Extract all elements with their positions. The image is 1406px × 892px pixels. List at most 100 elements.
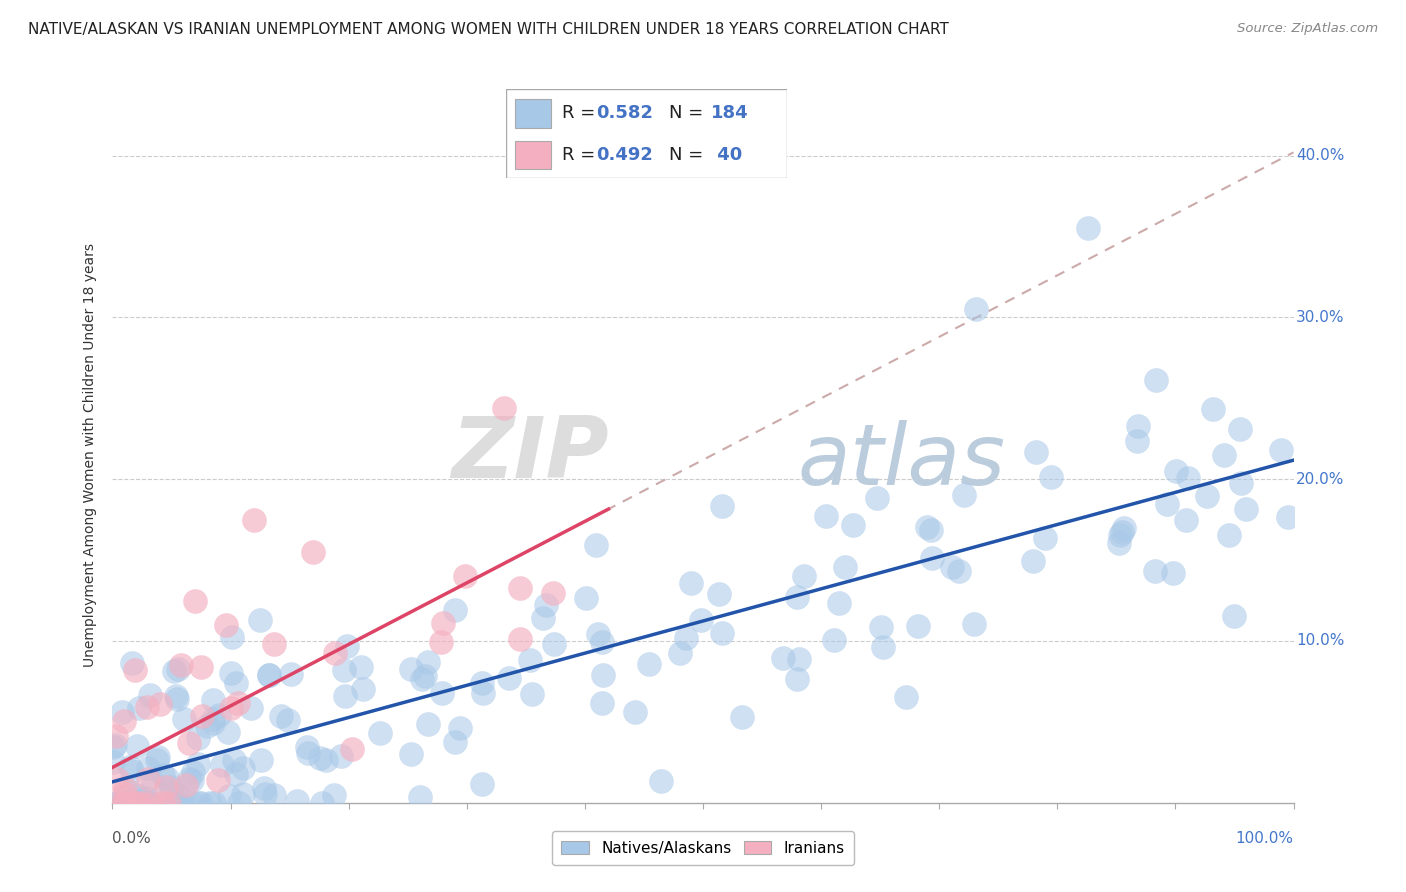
Point bbox=[239, 701, 262, 715]
Point bbox=[948, 565, 970, 579]
Point bbox=[160, 796, 183, 810]
Point bbox=[432, 686, 454, 700]
Text: 184: 184 bbox=[711, 104, 749, 122]
Point bbox=[350, 660, 373, 674]
Point bbox=[921, 550, 943, 565]
Point bbox=[1230, 476, 1253, 491]
Point bbox=[259, 668, 281, 682]
Point bbox=[1144, 373, 1167, 387]
Point bbox=[142, 776, 165, 790]
Point bbox=[872, 640, 894, 654]
Point bbox=[444, 735, 467, 749]
Point bbox=[953, 488, 976, 502]
Point bbox=[250, 753, 273, 767]
Point bbox=[1126, 418, 1149, 433]
Point bbox=[1175, 513, 1198, 527]
Point bbox=[112, 796, 135, 810]
Point bbox=[675, 631, 697, 645]
Text: 0.0%: 0.0% bbox=[112, 830, 152, 846]
Point bbox=[399, 663, 422, 677]
Point bbox=[1177, 471, 1199, 485]
Point bbox=[1156, 497, 1178, 511]
Point bbox=[894, 690, 917, 705]
Point bbox=[104, 738, 127, 752]
Point bbox=[277, 713, 299, 727]
Point bbox=[543, 637, 565, 651]
Text: 100.0%: 100.0% bbox=[1236, 830, 1294, 846]
Point bbox=[117, 796, 139, 810]
Text: 0.492: 0.492 bbox=[596, 146, 652, 164]
Point bbox=[174, 778, 197, 792]
Point bbox=[219, 666, 242, 681]
Y-axis label: Unemployment Among Women with Children Under 18 years: Unemployment Among Women with Children U… bbox=[83, 243, 97, 667]
Text: N =: N = bbox=[669, 104, 709, 122]
Point bbox=[166, 787, 188, 801]
Point bbox=[536, 598, 558, 612]
Point bbox=[112, 714, 135, 728]
Point bbox=[167, 662, 190, 676]
Point bbox=[418, 716, 440, 731]
Point bbox=[232, 787, 254, 801]
Point bbox=[1126, 434, 1149, 449]
Point bbox=[1161, 566, 1184, 581]
Point bbox=[253, 787, 276, 801]
Point bbox=[575, 591, 598, 605]
Point bbox=[285, 794, 308, 808]
Point bbox=[155, 780, 177, 794]
Point bbox=[963, 616, 986, 631]
Text: 10.0%: 10.0% bbox=[1296, 633, 1344, 648]
Point bbox=[222, 753, 245, 767]
Point bbox=[323, 646, 346, 660]
Point bbox=[125, 796, 148, 810]
Point bbox=[399, 747, 422, 762]
Point bbox=[330, 749, 353, 764]
Point bbox=[148, 749, 170, 764]
Point bbox=[650, 774, 672, 789]
Point bbox=[1022, 554, 1045, 568]
Point bbox=[105, 772, 128, 786]
Point bbox=[1143, 564, 1166, 578]
FancyBboxPatch shape bbox=[506, 89, 787, 178]
Point bbox=[136, 699, 159, 714]
Point bbox=[793, 568, 815, 582]
Text: NATIVE/ALASKAN VS IRANIAN UNEMPLOYMENT AMONG WOMEN WITH CHILDREN UNDER 18 YEARS : NATIVE/ALASKAN VS IRANIAN UNEMPLOYMENT A… bbox=[28, 22, 949, 37]
Point bbox=[522, 687, 544, 701]
Point bbox=[104, 796, 127, 810]
Point bbox=[449, 721, 471, 735]
Point bbox=[132, 796, 155, 810]
Point bbox=[786, 672, 808, 686]
Point bbox=[225, 767, 247, 781]
Point bbox=[232, 761, 254, 775]
Point bbox=[1277, 510, 1299, 524]
Point bbox=[1025, 445, 1047, 459]
Point bbox=[1109, 528, 1132, 542]
Point bbox=[129, 796, 152, 810]
Point bbox=[409, 790, 432, 805]
Point bbox=[1213, 448, 1236, 462]
Point bbox=[228, 796, 250, 810]
Point bbox=[121, 796, 143, 810]
Point bbox=[416, 655, 439, 669]
Point bbox=[135, 791, 157, 805]
Point bbox=[472, 686, 495, 700]
Point bbox=[1195, 489, 1218, 503]
Point bbox=[163, 664, 186, 678]
Point bbox=[101, 739, 124, 754]
Point bbox=[177, 736, 200, 750]
Point bbox=[866, 491, 889, 505]
Point bbox=[907, 619, 929, 633]
Point bbox=[125, 739, 148, 753]
Point bbox=[190, 796, 212, 810]
Point bbox=[228, 696, 250, 710]
Point bbox=[243, 513, 266, 527]
Point bbox=[112, 796, 135, 810]
Point bbox=[211, 758, 233, 772]
Point bbox=[1077, 221, 1099, 235]
Point bbox=[170, 658, 193, 673]
Text: ZIP: ZIP bbox=[451, 413, 609, 497]
Point bbox=[263, 788, 285, 802]
Point bbox=[786, 591, 808, 605]
Point bbox=[1202, 401, 1225, 416]
Point bbox=[201, 716, 224, 731]
Point bbox=[1270, 443, 1292, 458]
